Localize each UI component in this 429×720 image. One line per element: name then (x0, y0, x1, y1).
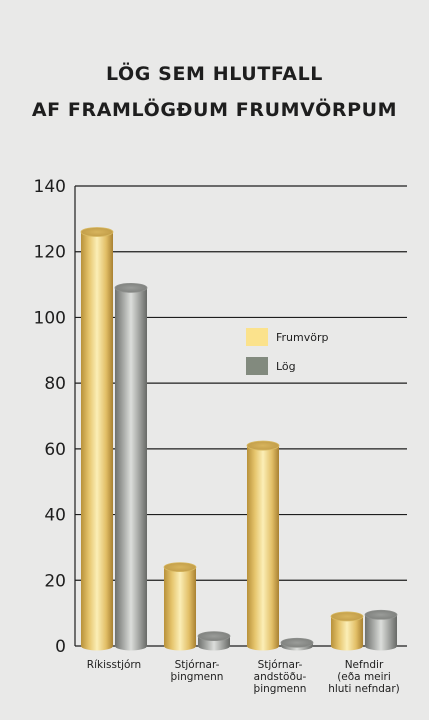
bars (80, 227, 398, 651)
chart-title-line-2: AF FRAMLÖGÐUM FRUMVÖRPUM (32, 97, 397, 121)
bar-log (197, 631, 231, 651)
y-tick-label: 0 (55, 637, 66, 657)
x-category-label: Ríkisstjórn (87, 659, 141, 671)
y-axis-ticks: 0 20 40 60 80 100 120 140 (34, 177, 66, 657)
legend-swatch (246, 328, 268, 346)
y-tick-label: 60 (44, 440, 66, 460)
x-category-label: Stjórnar-andstöðu-þingmenn (254, 659, 307, 695)
x-category-label: Stjórnar-þingmenn (171, 659, 224, 683)
y-tick-label: 20 (44, 571, 66, 591)
legend-label: Frumvörp (276, 331, 328, 344)
legend-swatch (246, 357, 268, 375)
bar-log (280, 637, 314, 651)
bar-log (364, 609, 398, 651)
legend-label: Lög (276, 360, 296, 373)
y-tick-label: 80 (44, 374, 66, 394)
chart-title-line-1: LÖG SEM HLUTFALL (106, 61, 323, 85)
bar-frumvorp (330, 611, 364, 651)
y-tick-label: 120 (34, 243, 66, 263)
y-tick-label: 140 (34, 177, 66, 197)
y-tick-label: 40 (44, 506, 66, 526)
y-tick-label: 100 (34, 308, 66, 328)
bar-log (114, 282, 148, 651)
bar-frumvorp (163, 562, 197, 651)
x-category-label: Nefndir (eða meiri hluti nefndar) (328, 659, 400, 695)
x-axis-labels: Ríkisstjórn Stjórnar-þingmenn Stjórnar-and… (87, 659, 400, 695)
legend: Frumvörp Lög (246, 328, 328, 375)
bar-frumvorp (246, 440, 280, 651)
bar-frumvorp (80, 227, 114, 651)
